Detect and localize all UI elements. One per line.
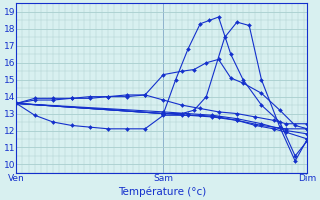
- X-axis label: Température (°c): Température (°c): [118, 186, 206, 197]
